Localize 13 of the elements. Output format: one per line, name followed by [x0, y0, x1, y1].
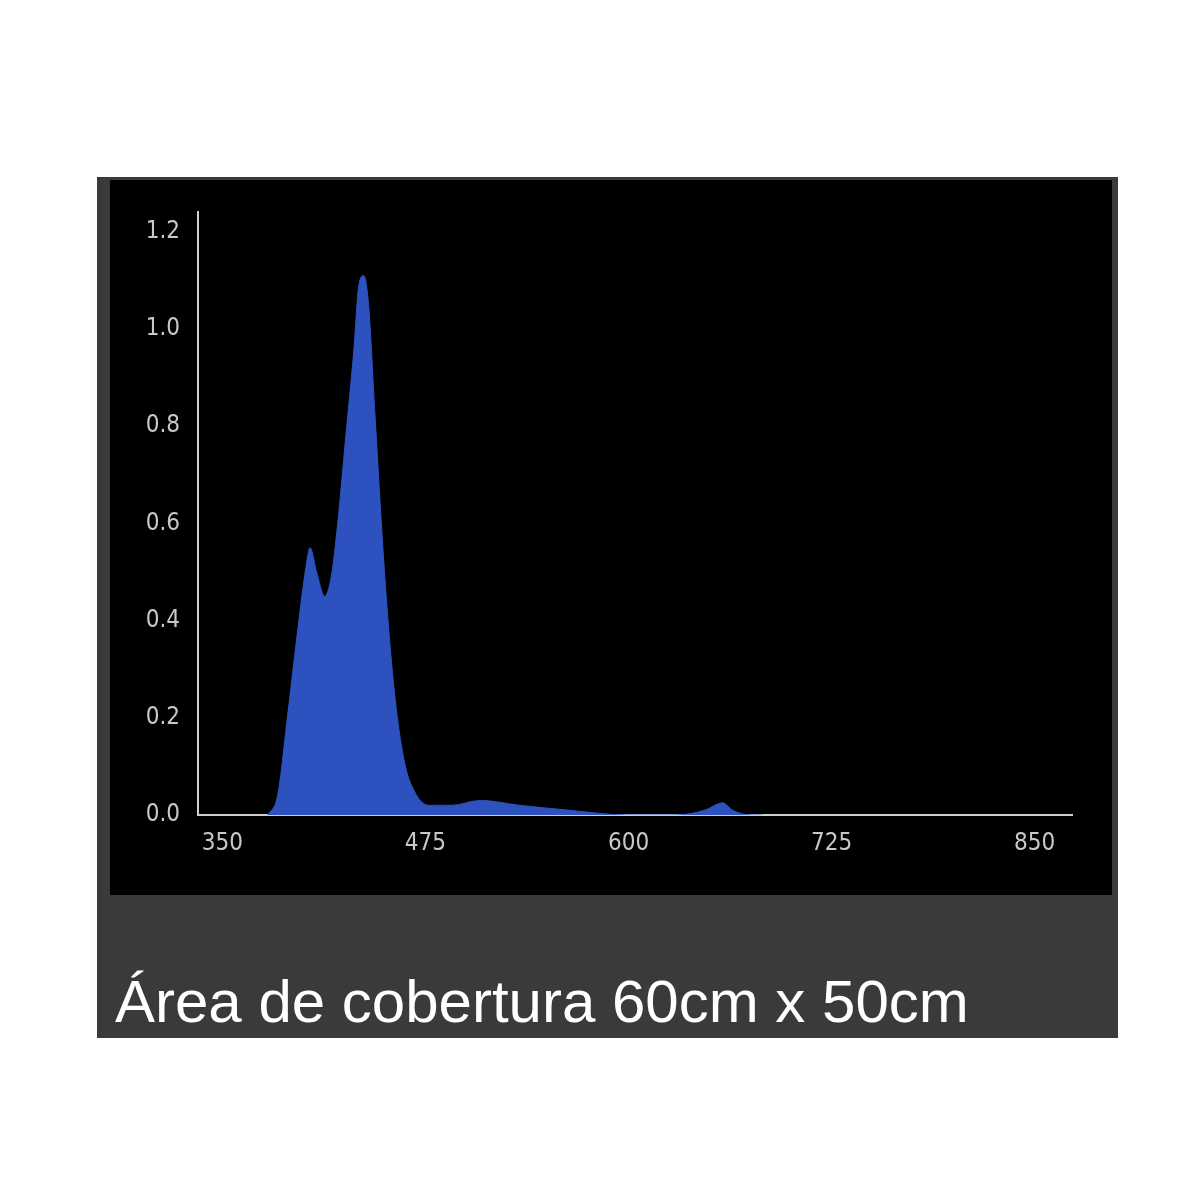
- y-tick-label: 0.2: [145, 702, 180, 731]
- x-tick-label: 475: [404, 827, 447, 856]
- y-tick-label: 0.8: [145, 410, 180, 439]
- y-tick-label: 0.6: [145, 507, 180, 536]
- y-tick-label: 0.0: [145, 799, 180, 828]
- x-tick-label: 350: [201, 827, 243, 856]
- y-tick-label: 0.4: [145, 604, 180, 633]
- y-tick-label: 1.0: [145, 313, 180, 342]
- text: Área de cobertura 60cm x 50cm: [115, 968, 969, 1035]
- x-tick-label: 725: [810, 827, 853, 856]
- x-tick-label: 600: [607, 827, 650, 856]
- y-tick-label: 1.2: [145, 216, 180, 245]
- x-tick-label: 850: [1014, 827, 1056, 856]
